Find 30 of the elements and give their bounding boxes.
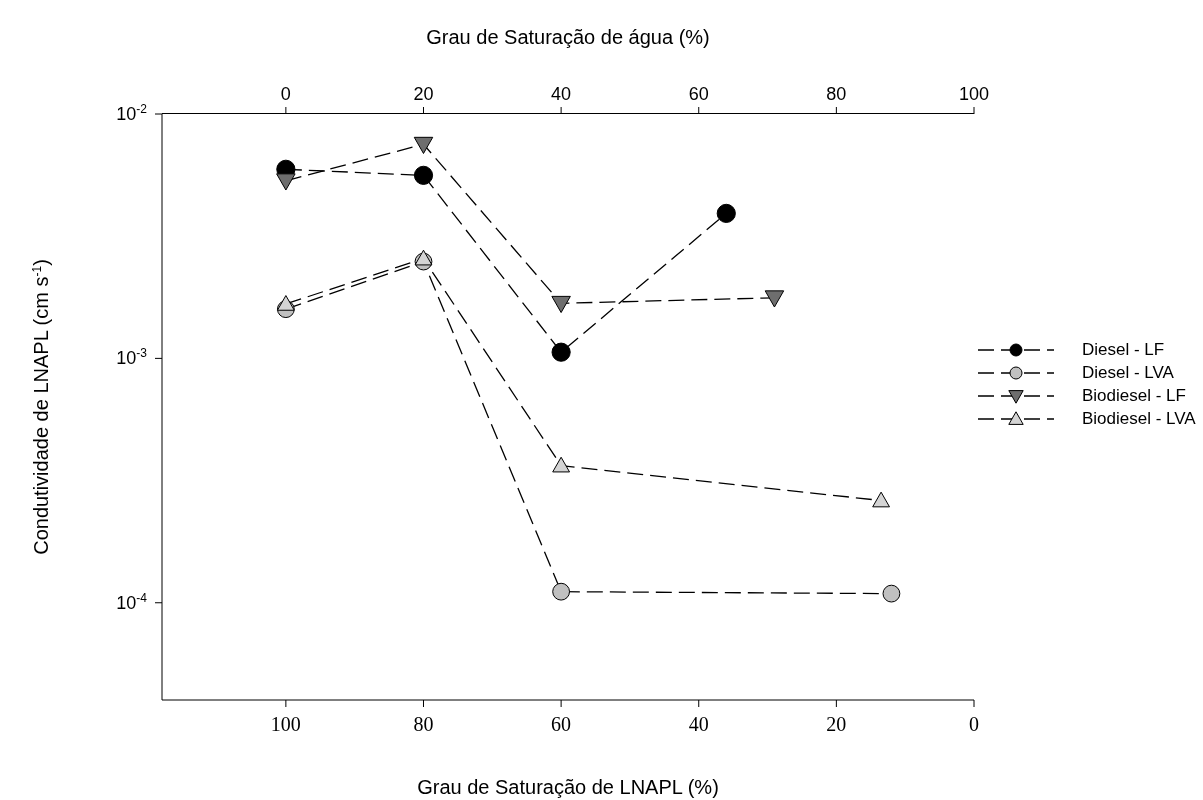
- point: [882, 584, 901, 603]
- x-tick-label: 0: [969, 713, 979, 736]
- x-tick-label: 100: [270, 713, 301, 736]
- legend-label: Diesel - LF: [1082, 339, 1165, 361]
- x2-tick-label: 20: [413, 84, 434, 104]
- x2-tick-label: 40: [551, 84, 572, 104]
- y-tick-label: 10$^{-2}$: [116, 102, 148, 124]
- legend-label: Biodiesel - LF: [1082, 385, 1186, 407]
- y-tick-label: 10$^{-3}$: [116, 346, 148, 369]
- y-tick-label: 10$^{-4}$: [116, 590, 148, 613]
- x-axis-title: Grau de Saturação de LNAPL (%): [417, 776, 719, 798]
- x2-axis-title: Grau de Saturação de água (%): [426, 26, 710, 48]
- legend-label: Diesel - LVA: [1082, 362, 1174, 384]
- x2-tick-label: 0: [280, 84, 291, 104]
- point: [276, 295, 295, 311]
- x-tick-label: 80: [413, 713, 434, 736]
- x2-tick-label: 100: [958, 84, 990, 104]
- x-tick-label: 40: [688, 713, 709, 736]
- x2-tick-label: 60: [688, 84, 709, 104]
- point: [872, 491, 890, 508]
- x-tick-label: 20: [826, 713, 847, 736]
- x-tick-label: 60: [551, 713, 572, 736]
- x2-tick-label: 80: [826, 84, 847, 104]
- point: [716, 203, 736, 223]
- point: [552, 456, 571, 473]
- legend-label: Biodiesel - LVA: [1082, 408, 1196, 430]
- point: [414, 249, 433, 266]
- point: [413, 165, 434, 185]
- point: [551, 342, 571, 362]
- point: [552, 582, 571, 601]
